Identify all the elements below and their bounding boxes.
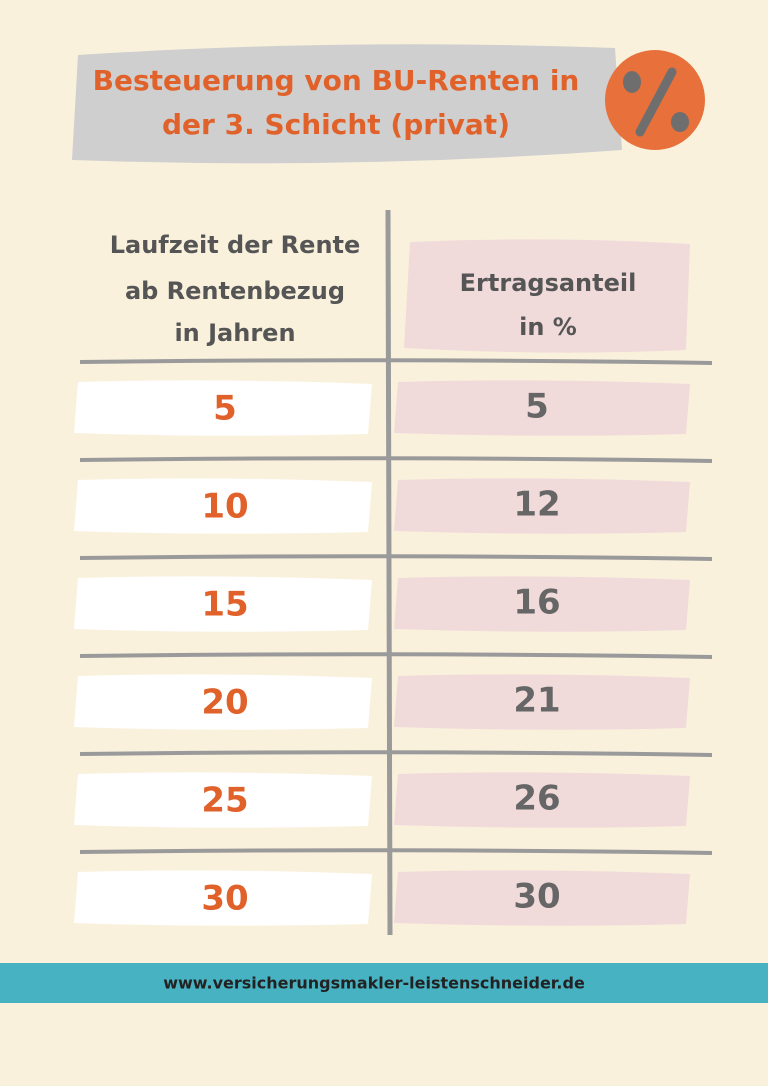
share-value: 12: [513, 485, 560, 525]
column-header: Ertragsanteil: [460, 269, 637, 297]
header-brush: [404, 239, 690, 353]
percent-dot: [623, 71, 641, 93]
row-separator: [79, 358, 713, 365]
share-value: 16: [513, 583, 560, 623]
duration-value: 25: [201, 781, 248, 821]
row-separator: [79, 848, 713, 855]
share-value: 21: [513, 681, 560, 721]
duration-value: 20: [201, 683, 248, 723]
cell-brush: [394, 870, 690, 926]
cell-brush: [74, 674, 372, 730]
share-value: 5: [525, 387, 549, 427]
title-line: der 3. Schicht (privat): [162, 108, 510, 141]
duration-value: 30: [201, 879, 248, 919]
row-separator: [79, 652, 713, 659]
percent-dot: [671, 112, 689, 132]
title-brush: [72, 44, 622, 164]
column-header: Laufzeit der Rente: [110, 231, 361, 259]
column-divider: [385, 209, 393, 936]
column-header: ab Rentenbezug: [125, 277, 345, 305]
cell-brush: [394, 772, 690, 828]
percent-slash: [635, 67, 677, 137]
cell-brush: [74, 576, 372, 632]
cell-brush: [394, 380, 690, 436]
percent-icon: [623, 67, 689, 137]
cell-brush: [394, 674, 690, 730]
cell-brush: [74, 870, 372, 926]
column-header: in Jahren: [174, 319, 295, 347]
cell-brush: [74, 772, 372, 828]
footer-url: www.versicherungsmakler-leistenschneider…: [163, 974, 585, 993]
table-body: 5 5 10 12 15 16 20 21 25 26 30 30: [74, 358, 713, 926]
title-line: Besteuerung von BU-Renten in: [93, 64, 580, 97]
cell-brush: [394, 478, 690, 534]
cell-brush: [74, 380, 372, 436]
share-value: 26: [513, 779, 560, 819]
share-value: 30: [513, 877, 560, 917]
footer-bar: [0, 963, 768, 1003]
cell-brush: [394, 576, 690, 632]
row-separator: [79, 554, 713, 561]
duration-value: 10: [201, 487, 248, 527]
column-header: in %: [519, 313, 577, 341]
duration-value: 15: [201, 585, 248, 625]
row-separator: [79, 750, 713, 757]
cell-brush: [74, 478, 372, 534]
duration-value: 5: [213, 389, 237, 429]
row-separator: [79, 456, 713, 463]
